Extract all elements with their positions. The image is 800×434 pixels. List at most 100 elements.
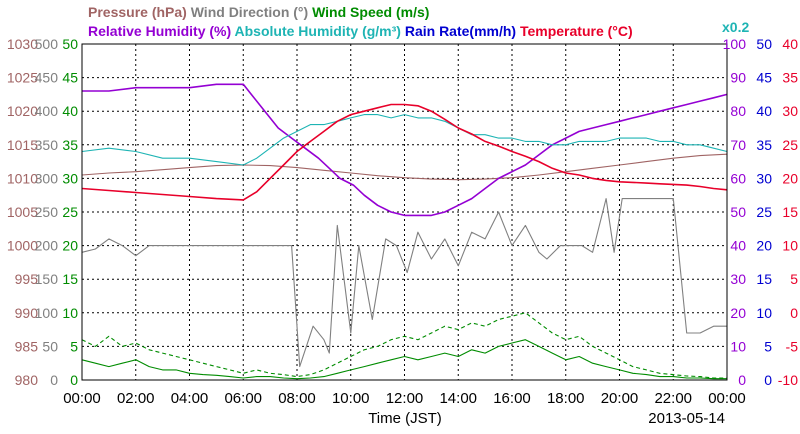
y-tick-wind-direction: 300 (35, 170, 59, 186)
y-tick-wind-speed: 30 (62, 170, 78, 186)
y-tick-humidity: 70 (730, 137, 746, 153)
y-tick-wind-speed: 40 (62, 103, 78, 119)
y-tick-rain-rate: 5 (764, 338, 772, 354)
y-tick-pressure: 995 (15, 271, 39, 287)
y-tick-wind-speed: 20 (62, 238, 78, 254)
legend-item: Pressure (hPa) (88, 4, 187, 20)
chart-legend: Pressure (hPa) Wind Direction (°) Wind S… (88, 4, 749, 39)
y-tick-rain-rate: 50 (756, 36, 772, 52)
y-tick-temperature: 15 (782, 204, 798, 220)
series-temperature (81, 103, 728, 201)
y-tick-wind-direction: 0 (50, 372, 58, 388)
x-tick: 14:00 (439, 390, 477, 407)
series-relative-humidity (82, 83, 728, 217)
chart-grid (82, 44, 727, 380)
y-tick-humidity: 20 (730, 305, 746, 321)
y-tick-rain-rate: 0 (764, 372, 772, 388)
y-tick-humidity: 80 (730, 103, 746, 119)
x-tick: 22:00 (654, 390, 692, 407)
x-tick: 10:00 (332, 390, 370, 407)
legend-item: Relative Humidity (%) (88, 23, 231, 39)
y-tick-wind-direction: 100 (35, 305, 59, 321)
y-tick-temperature: 35 (782, 70, 798, 86)
y-tick-humidity: 100 (723, 36, 747, 52)
series-absolute-humidity (81, 114, 728, 166)
y-tick-pressure: 1025 (7, 70, 38, 86)
y-tick-pressure: 985 (15, 338, 39, 354)
y-tick-pressure: 1015 (7, 137, 38, 153)
y-tick-humidity: 90 (730, 70, 746, 86)
y-tick-pressure: 1005 (7, 204, 38, 220)
series-wind-speed (81, 339, 727, 380)
y-tick-temperature: 30 (782, 103, 798, 119)
y-tick-rain-rate: 15 (756, 271, 772, 287)
y-tick-rain-rate: 45 (756, 70, 772, 86)
x-tick: 00:00 (708, 390, 746, 407)
y-tick-pressure: 1010 (7, 170, 38, 186)
x-tick: 08:00 (278, 390, 316, 407)
x-tick: 00:00 (63, 390, 101, 407)
y-axes: 1030102510201015101010051000995990985980… (7, 36, 798, 388)
scale-note: x0.2 (722, 19, 749, 35)
y-tick-rain-rate: 25 (756, 204, 772, 220)
y-tick-humidity: 0 (738, 372, 746, 388)
legend-item: Wind Speed (m/s) (308, 4, 429, 20)
y-tick-wind-speed: 0 (70, 372, 78, 388)
y-tick-rain-rate: 20 (756, 238, 772, 254)
legend-row: Relative Humidity (%) Absolute Humidity … (88, 23, 633, 39)
y-tick-wind-direction: 500 (35, 36, 59, 52)
x-tick: 12:00 (386, 390, 424, 407)
y-tick-wind-speed: 50 (62, 36, 78, 52)
y-tick-wind-direction: 350 (35, 137, 59, 153)
x-tick: 04:00 (171, 390, 209, 407)
plot-border (81, 43, 728, 381)
series-max-wind-speed (81, 312, 727, 379)
legend-row: Pressure (hPa) Wind Direction (°) Wind S… (88, 4, 429, 20)
legend-item: Wind Direction (°) (187, 4, 308, 20)
legend-item: Temperature (°C) (516, 23, 633, 39)
y-tick-wind-direction: 250 (35, 204, 59, 220)
y-tick-wind-speed: 10 (62, 305, 78, 321)
legend-item: Rain Rate(mm/h) (401, 23, 516, 39)
y-tick-temperature: -5 (786, 338, 799, 354)
x-axis: 00:00 02:00 04:00 06:00 08:00 10:00 12:00 14:00… (63, 390, 746, 407)
plot-frame (81, 43, 728, 381)
y-tick-temperature: 25 (782, 137, 798, 153)
x-tick: 06:00 (224, 390, 262, 407)
x-tick: 18:00 (547, 390, 585, 407)
y-tick-wind-direction: 50 (42, 338, 58, 354)
y-tick-temperature: 20 (782, 170, 798, 186)
y-tick-pressure: 1020 (7, 103, 38, 119)
y-tick-wind-direction: 200 (35, 238, 59, 254)
y-tick-humidity: 60 (730, 170, 746, 186)
y-tick-pressure: 1030 (7, 36, 38, 52)
series-pressure (81, 153, 728, 181)
y-tick-temperature: -10 (778, 372, 798, 388)
y-tick-rain-rate: 40 (756, 103, 772, 119)
y-tick-pressure: 990 (15, 305, 39, 321)
y-tick-rain-rate: 35 (756, 137, 772, 153)
y-tick-wind-speed: 45 (62, 70, 78, 86)
y-tick-temperature: 5 (790, 271, 798, 287)
y-tick-pressure: 980 (15, 372, 39, 388)
y-tick-pressure: 1000 (7, 238, 38, 254)
x-axis-label: Time (JST) (368, 410, 442, 427)
y-tick-rain-rate: 10 (756, 305, 772, 321)
x-tick: 20:00 (601, 390, 639, 407)
y-tick-wind-direction: 400 (35, 103, 59, 119)
y-tick-temperature: 10 (782, 238, 798, 254)
y-tick-temperature: 0 (790, 305, 798, 321)
y-tick-wind-speed: 5 (70, 338, 78, 354)
y-tick-humidity: 40 (730, 238, 746, 254)
chart-date: 2013-05-14 (648, 410, 725, 427)
legend-item: Absolute Humidity (g/m³) (231, 23, 401, 39)
x-tick: 16:00 (493, 390, 531, 407)
series-wind-direction (81, 198, 727, 368)
y-tick-humidity: 50 (730, 204, 746, 220)
y-tick-humidity: 10 (730, 338, 746, 354)
y-tick-humidity: 30 (730, 271, 746, 287)
y-tick-wind-speed: 15 (62, 271, 78, 287)
y-tick-wind-speed: 35 (62, 137, 78, 153)
x-tick: 02:00 (117, 390, 155, 407)
